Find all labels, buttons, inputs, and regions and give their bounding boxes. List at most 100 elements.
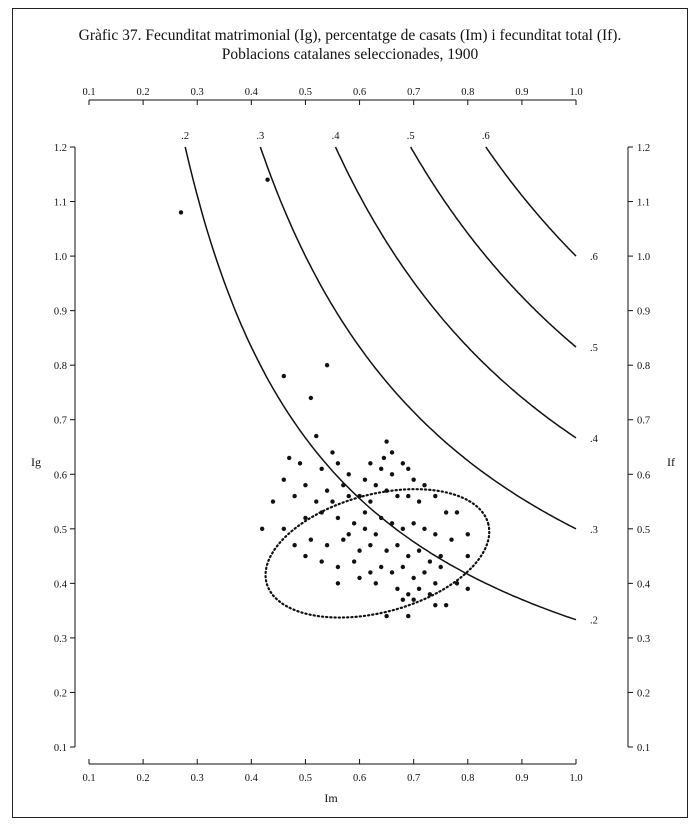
right-tick-label: 0.2 <box>637 688 650 699</box>
data-point <box>341 482 346 488</box>
iso-curve-06 <box>485 146 577 257</box>
right-tick-label: 1.0 <box>637 252 650 263</box>
top-tick-label: 0.7 <box>407 87 420 98</box>
left-tick-label: 0.3 <box>54 634 67 645</box>
bottom-x-axis: 0.1 0.2 0.3 0.4 0.5 0.6 0.7 0.8 0.9 1.0 <box>82 759 583 784</box>
data-point <box>389 472 395 477</box>
right-tick-label: 0.8 <box>637 361 650 372</box>
data-point <box>389 450 395 455</box>
data-point <box>406 493 411 499</box>
data-point <box>443 602 449 608</box>
x-axis-label: Im <box>324 791 338 805</box>
left-tick-label: 0.7 <box>54 416 67 427</box>
data-point <box>416 548 422 553</box>
data-point <box>384 613 389 619</box>
bottom-tick-label: 0.3 <box>191 773 204 784</box>
iso-curve-right-label: .2 <box>590 616 598 627</box>
iso-curve-top-label: .3 <box>256 131 264 142</box>
data-point <box>454 581 460 586</box>
data-point <box>384 488 389 493</box>
iso-curve-top-label: .2 <box>181 131 189 142</box>
iso-curve-right-label: .4 <box>590 434 599 445</box>
iso-curve-02 <box>184 146 577 621</box>
chart-subtitle: Poblacions catalanes seleccionades, 1900 <box>221 46 479 63</box>
data-point <box>319 510 324 515</box>
data-point <box>292 542 297 548</box>
data-point <box>351 521 357 526</box>
top-tick-label: 1.0 <box>569 87 582 98</box>
chart-title: Gràfic 37. Fecunditat matrimonial (Ig), … <box>78 27 622 44</box>
data-point <box>368 499 373 504</box>
data-point <box>438 564 443 570</box>
left-tick-label: 1.0 <box>54 252 67 263</box>
data-point <box>303 515 308 521</box>
data-point <box>297 461 303 466</box>
data-point <box>400 564 406 570</box>
left-y-axis: 0.1 0.2 0.3 0.4 0.5 0.6 0.7 0.8 0.9 1.0 1.1 1.2 <box>54 143 76 754</box>
right-tick-label: 0.3 <box>637 634 650 645</box>
data-point <box>281 477 286 482</box>
data-point <box>330 499 335 504</box>
left-tick-label: 0.2 <box>54 688 67 699</box>
bottom-tick-label: 0.8 <box>461 773 474 784</box>
top-tick-label: 0.9 <box>515 87 528 98</box>
data-point <box>438 553 443 559</box>
data-point <box>433 602 438 608</box>
top-tick-label: 0.6 <box>353 87 366 98</box>
data-point <box>281 526 286 532</box>
data-point <box>368 461 373 466</box>
left-tick-label: 0.9 <box>54 307 67 318</box>
iso-curve-right-label: .5 <box>590 343 598 354</box>
left-tick-label: 0.5 <box>54 525 67 536</box>
data-point <box>341 537 346 542</box>
cluster-ellipse <box>264 488 491 619</box>
data-point <box>379 466 384 472</box>
top-tick-label: 0.4 <box>245 87 259 98</box>
data-point <box>433 581 438 586</box>
iso-curve-04 <box>334 146 577 439</box>
y-axis-label: Ig <box>31 455 41 469</box>
data-point <box>395 493 400 499</box>
data-point <box>292 493 297 499</box>
data-point <box>314 433 319 439</box>
data-point <box>330 450 335 455</box>
bottom-tick-label: 0.7 <box>407 773 420 784</box>
data-point <box>346 532 351 537</box>
data-point <box>368 542 373 548</box>
data-point <box>351 559 357 564</box>
data-point <box>411 477 416 482</box>
data-point <box>362 510 368 515</box>
data-point <box>400 597 406 602</box>
bottom-tick-label: 0.1 <box>82 773 95 784</box>
iso-curve-top-label: .4 <box>332 131 341 142</box>
right-tick-label: 0.5 <box>637 525 650 536</box>
right-tick-label: 1.1 <box>637 198 650 209</box>
data-point <box>319 559 324 564</box>
right-y-axis: 0.1 0.2 0.3 0.4 0.5 0.6 0.7 0.8 0.9 1.0 1.1 1.2 <box>627 143 651 754</box>
data-point <box>449 537 454 542</box>
data-point <box>411 575 416 581</box>
left-tick-label: 0.6 <box>54 470 67 481</box>
data-point <box>346 472 351 477</box>
left-tick-label: 0.4 <box>54 579 68 590</box>
data-point <box>465 586 470 592</box>
left-tick-label: 1.2 <box>54 143 67 154</box>
data-point <box>443 510 449 515</box>
data-point <box>362 477 368 482</box>
data-point <box>384 439 389 444</box>
data-point <box>259 526 265 532</box>
data-point <box>400 461 406 466</box>
data-point <box>314 499 319 504</box>
y2-axis-label: If <box>667 455 675 469</box>
data-point <box>270 499 276 504</box>
data-point <box>384 548 389 553</box>
data-point <box>281 373 286 379</box>
data-point <box>265 177 270 182</box>
data-point <box>400 526 406 532</box>
data-point <box>411 521 416 526</box>
chart-title-block: Gràfic 37. Fecunditat matrimonial (Ig), … <box>0 26 700 64</box>
data-point <box>303 482 308 488</box>
data-point <box>427 592 433 597</box>
data-point <box>433 493 438 499</box>
